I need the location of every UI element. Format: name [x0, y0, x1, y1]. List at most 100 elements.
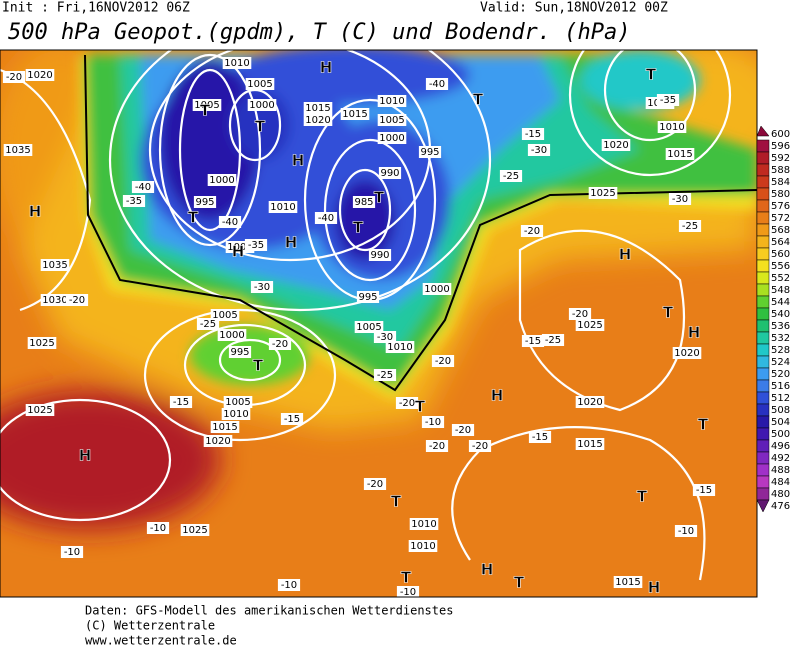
scale-cell: [756, 343, 770, 357]
pressure-center: H: [481, 561, 494, 579]
scale-cell: [756, 211, 770, 225]
temperature-label: -40: [429, 79, 445, 90]
pressure-center: T: [698, 416, 709, 434]
scale-label: 544: [771, 297, 790, 308]
isobar-label-box: [40, 259, 70, 271]
scale-label: 512: [771, 393, 790, 404]
scale-cell: [756, 271, 770, 285]
temperature-label-box: [520, 225, 544, 237]
scale-cell: [756, 175, 770, 189]
temperature-label-box: [431, 355, 455, 367]
isobar-label: 1000: [379, 133, 404, 144]
isobar-label-box: [222, 57, 252, 69]
isobar-label: 995: [420, 147, 439, 158]
scale-cell: [756, 427, 770, 441]
pressure-center: T: [253, 357, 264, 375]
pressure-center: T: [353, 219, 364, 237]
pressure-center: T: [391, 493, 402, 511]
isobar-label: 1020: [205, 436, 230, 447]
pressure-center: T: [401, 569, 412, 587]
isobar-label: 1010: [223, 409, 248, 420]
isobar-label: 1025: [182, 525, 207, 536]
temperature-label-box: [65, 294, 89, 306]
isobar-label-box: [385, 341, 415, 353]
temperature-label-box: [122, 195, 146, 207]
temperature-label: -15: [532, 432, 548, 443]
temperature-label: -25: [200, 319, 216, 330]
temperature-label: -20: [572, 309, 588, 320]
temperature-label: -20: [399, 398, 415, 409]
scale-cell: [756, 295, 770, 309]
temperature-label: -15: [696, 485, 712, 496]
map-title: 500 hPa Geopot.(gpdm), T (C) und Bodendr…: [8, 20, 631, 45]
temperature-label-box: [541, 334, 565, 346]
isobar-label-box: [203, 435, 233, 447]
isobar-label-box: [354, 321, 384, 333]
isobar-label-box: [377, 132, 407, 144]
temperature-label-box: [244, 239, 268, 251]
temperature-label: -15: [173, 397, 189, 408]
isobar-label-box: [408, 540, 438, 552]
pressure-center: T: [415, 398, 426, 416]
temperature-label: -10: [150, 523, 166, 534]
isobar-label: 1030: [42, 295, 67, 306]
scale-label: 528: [771, 345, 790, 356]
scale-cell: [756, 355, 770, 369]
scale-label: 516: [771, 381, 790, 392]
scale-label: 576: [771, 201, 790, 212]
isobar-label: 1020: [27, 70, 52, 81]
scale-label: 600: [771, 129, 790, 140]
scale-cell: [756, 439, 770, 453]
pressure-center: H: [79, 447, 92, 465]
isobar-label: 1000: [209, 175, 234, 186]
scale-label: 496: [771, 441, 790, 452]
temperature-label: -20: [367, 479, 383, 490]
isobar-label-box: [378, 167, 402, 179]
pressure-center: T: [255, 118, 266, 136]
temperature-label-box: [146, 522, 170, 534]
scale-cell: [756, 391, 770, 405]
isobar-label: 1010: [379, 96, 404, 107]
pressure-center: H: [619, 246, 632, 264]
pressure-center: H: [648, 579, 661, 597]
temperature-label: -20: [455, 425, 471, 436]
scale-label: 484: [771, 477, 790, 488]
temperature-label: -30: [531, 145, 547, 156]
isobar-label-box: [40, 294, 70, 306]
temperature-label-box: [668, 193, 692, 205]
temperature-label: -25: [377, 370, 393, 381]
isobar-label-box: [672, 347, 702, 359]
isobar-label-box: [368, 249, 392, 261]
isobar-label-box: [665, 148, 695, 160]
isobar-label: 1015: [615, 577, 640, 588]
temperature-label: -40: [318, 213, 334, 224]
isobar-label-box: [245, 78, 275, 90]
scale-cell: [756, 451, 770, 465]
scale-label: 508: [771, 405, 790, 416]
isobar-label: 1010: [224, 58, 249, 69]
isobar-label-box: [193, 196, 217, 208]
isobar-label: 1020: [603, 140, 628, 151]
scale-cell: [756, 499, 770, 513]
scale-cell: [756, 163, 770, 177]
scale-cell: [756, 151, 770, 165]
pressure-center: H: [320, 59, 333, 77]
pressure-center: T: [646, 66, 657, 84]
isobar-label: 1015: [305, 103, 330, 114]
isobar-label-box: [221, 408, 251, 420]
isobar-label: 995: [195, 197, 214, 208]
isobar-label-box: [340, 108, 370, 120]
scale-cell: [756, 379, 770, 393]
temperature-label: -35: [660, 95, 676, 106]
valid-time: Valid: Sun,18NOV2012 00Z: [480, 1, 668, 16]
scale-label: 560: [771, 249, 790, 260]
pressure-center: H: [29, 203, 42, 221]
pressure-center: T: [374, 189, 385, 207]
isobar-label: 1010: [659, 122, 684, 133]
isobar-label-box: [588, 187, 618, 199]
temperature-label: -25: [503, 171, 519, 182]
scale-cell: [756, 259, 770, 273]
isobar-label-box: [247, 99, 277, 111]
